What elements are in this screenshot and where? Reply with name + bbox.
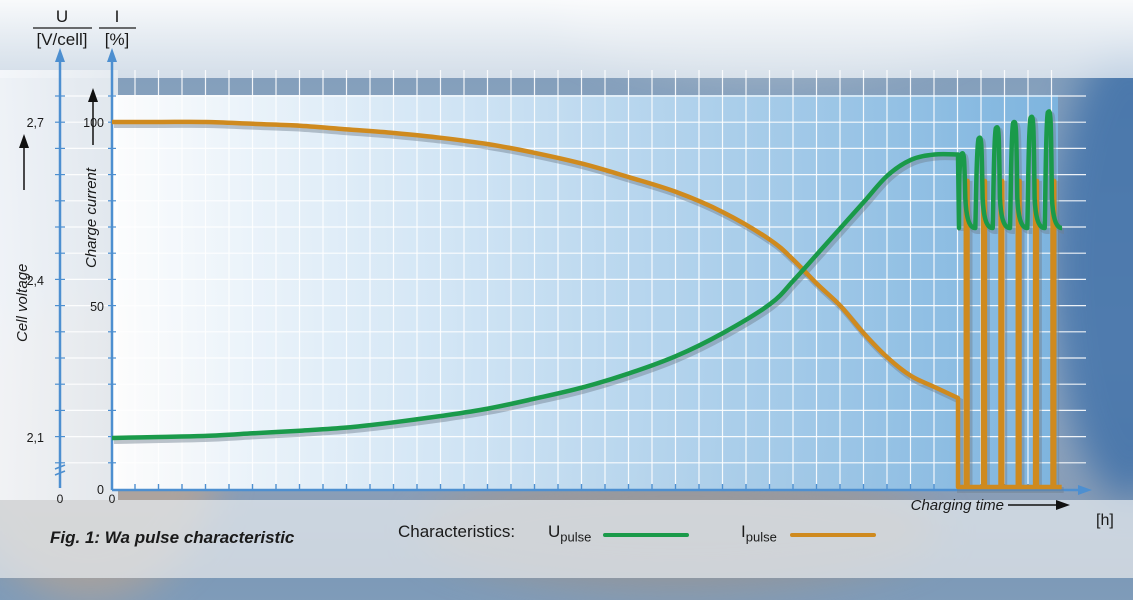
- upulse-shadow: [113, 111, 1065, 444]
- legend-u-swatch: [603, 533, 689, 537]
- plot-area: [112, 95, 1058, 490]
- series-layer: [111, 109, 1065, 493]
- voltage-unit: [V/cell]: [36, 30, 87, 49]
- current-axis-label: Charge current: [83, 167, 100, 268]
- voltage-tick-2-4: 2,4: [27, 274, 44, 288]
- voltage-axis-arrow: [55, 48, 65, 62]
- legend-u-label: Upulse: [548, 522, 591, 544]
- top-band: [0, 0, 1133, 78]
- time-axis-unit: [h]: [1096, 512, 1114, 529]
- time-origin-label: 0: [109, 492, 116, 506]
- time-axis-arrow: [1078, 485, 1092, 495]
- voltage-symbol: U: [56, 7, 68, 26]
- current-tick-50: 50: [90, 300, 104, 314]
- pulse-characteristic-chart: U [V/cell] I [%] 2,7 2,4 2,1 0 100 50 0 …: [0, 0, 1133, 578]
- voltage-zero-label: 0: [57, 492, 64, 506]
- legend-i-label: Ipulse: [741, 522, 777, 544]
- time-axis-label: Charging time: [911, 497, 1004, 514]
- legend-i-swatch: [790, 533, 876, 537]
- current-unit: [%]: [105, 30, 130, 49]
- ipulse-line: [112, 119, 1062, 490]
- current-axis-header: I [%]: [99, 7, 136, 49]
- voltage-label-arrowhead: [19, 134, 29, 148]
- time-label-arrowhead: [1056, 500, 1070, 510]
- voltage-tick-2-1: 2,1: [27, 431, 44, 445]
- upulse-line: [111, 109, 1063, 441]
- figure-caption: Fig. 1: Wa pulse characteristic: [50, 528, 295, 547]
- legend-u-main: U: [548, 522, 561, 541]
- current-label-arrowhead: [88, 88, 98, 102]
- current-tick-0: 0: [97, 483, 104, 497]
- bottom-band: [0, 500, 1133, 578]
- current-axis-arrow: [107, 48, 117, 62]
- voltage-axis-header: U [V/cell]: [33, 7, 92, 49]
- legend-i-main: I: [741, 522, 746, 541]
- voltage-tick-2-7: 2,7: [27, 116, 44, 130]
- legend-i-sub: pulse: [745, 529, 777, 545]
- legend-title: Characteristics:: [398, 522, 516, 541]
- current-symbol: I: [115, 7, 120, 26]
- voltage-axis-label: Cell voltage: [14, 264, 31, 342]
- grid: [55, 70, 1086, 490]
- legend-u-sub: pulse: [560, 529, 592, 545]
- axis-break-mark: [54, 464, 66, 476]
